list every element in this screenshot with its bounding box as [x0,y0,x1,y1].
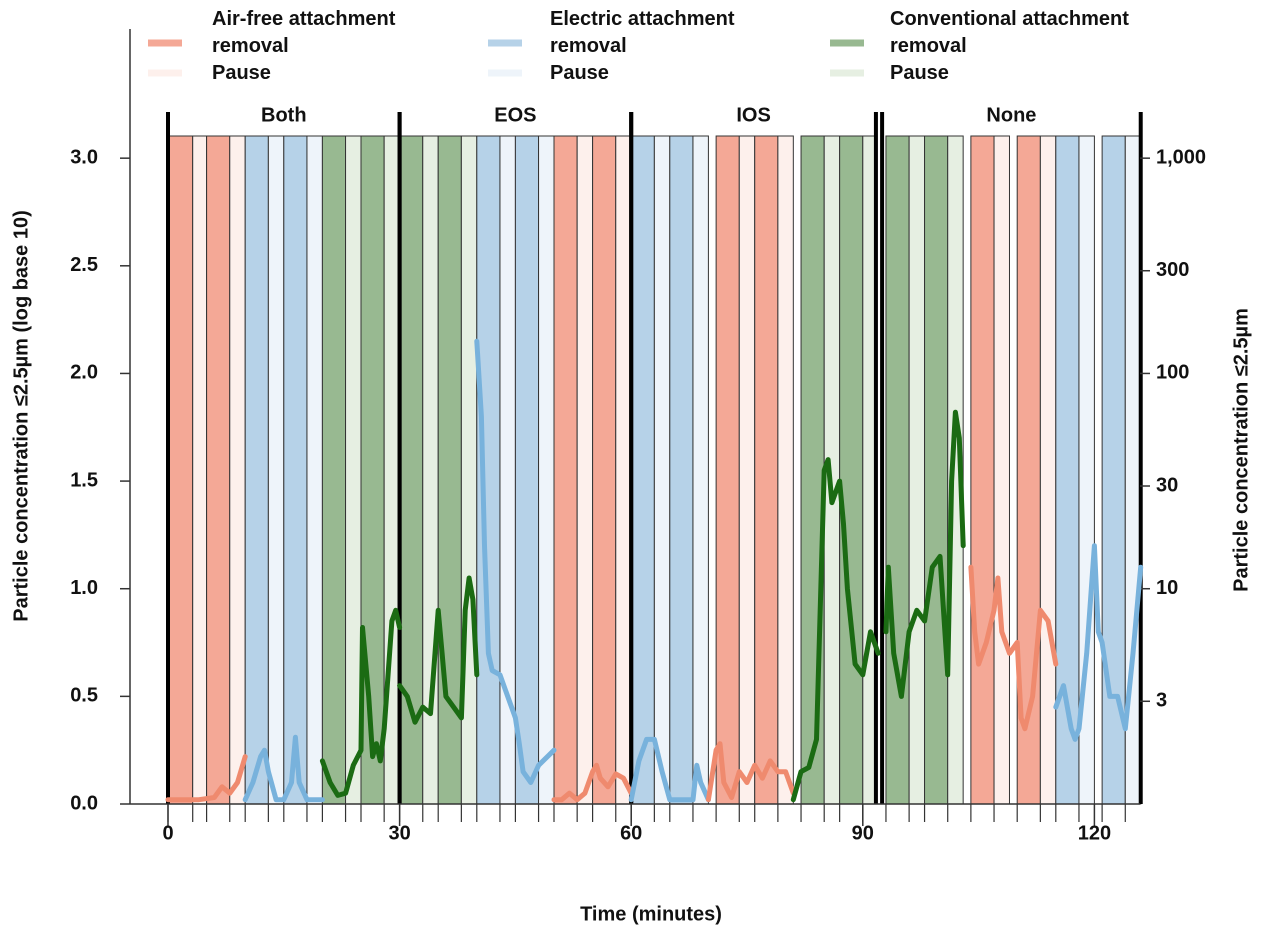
phase-band [993,135,1010,805]
x-tick-label: 60 [620,822,642,844]
x-axis-title: Time (minutes) [580,903,722,925]
y-tick-label: 3.0 [70,146,98,168]
y-tick-label: 1.5 [70,469,98,491]
y2-tick-label: 1,000 [1156,146,1206,168]
phase-band [206,135,231,805]
x-tick-label: 90 [852,822,874,844]
phase-band [715,135,740,805]
phase-band [345,135,362,805]
legend-label: Pause [550,62,609,84]
phase-band [692,135,709,805]
phase-band [538,135,555,805]
block-label: Both [261,104,307,126]
phase-band [839,135,864,805]
y-tick-label: 0.5 [70,685,98,707]
y-tick-label: 2.5 [70,254,98,276]
concentration-line [242,734,325,803]
x-tick-label: 120 [1078,822,1111,844]
y-axis-title: Particle concentration ≤2.5µm (log base … [10,210,32,622]
phase-band [1039,135,1057,805]
concentration-line [474,338,557,785]
phase-band [192,135,208,805]
y-tick-label: 1.0 [70,577,98,599]
concentration-line [705,741,796,803]
concentration-line [551,762,634,803]
concentration-line [397,575,480,725]
phase-band [167,135,194,805]
phase-band [321,135,347,805]
x-tick-label: 0 [162,822,173,844]
phase-band [777,135,794,805]
block-label: None [986,104,1036,126]
phase-band [924,135,949,805]
concentration-line [165,754,248,803]
phase-band [267,135,285,805]
concentration-line [628,736,711,803]
legend-label: Pause [212,62,271,84]
phase-band [576,135,594,805]
y2-tick-label: 3 [1156,690,1167,712]
y2-tick-label: 100 [1156,362,1189,384]
concentration-line [790,457,881,803]
legend-label: Pause [890,62,949,84]
y2-axis-title: Particle concentration ≤2.5µm [1230,308,1252,592]
y-tick-label: 2.0 [70,362,98,384]
concentration-line [883,409,966,699]
phase-band [283,135,308,805]
y2-tick-label: 10 [1156,577,1178,599]
phase-band [800,135,825,805]
concentration-line [968,564,1059,732]
phase-band [885,135,910,805]
y2-tick-label: 30 [1156,474,1178,496]
phase-band [754,135,779,805]
phase-band [738,135,756,805]
phase-band [669,135,694,805]
phase-band [630,135,655,805]
phase-band [653,135,671,805]
phase-band [306,135,323,805]
concentration-line [1053,543,1144,742]
phase-band [514,135,540,805]
legend-label: Electric attachment removal [550,8,735,57]
block-label: IOS [736,104,770,126]
concentration-line [319,607,403,798]
y2-tick-label: 300 [1156,259,1189,281]
block-label: EOS [494,104,536,126]
phase-band [244,135,269,805]
x-tick-label: 30 [388,822,410,844]
phase-band [229,135,246,805]
phase-band [970,135,995,805]
legend-label: Conventional attachment removal [890,8,1129,57]
phase-band [908,135,926,805]
phase-band [499,135,516,805]
phase-band [553,135,578,805]
legend-label: Air-free attachment removal [212,8,396,57]
y-tick-label: 0.0 [70,792,98,814]
phase-band [592,135,617,805]
phase-band [615,135,632,805]
phase-band [360,135,385,805]
